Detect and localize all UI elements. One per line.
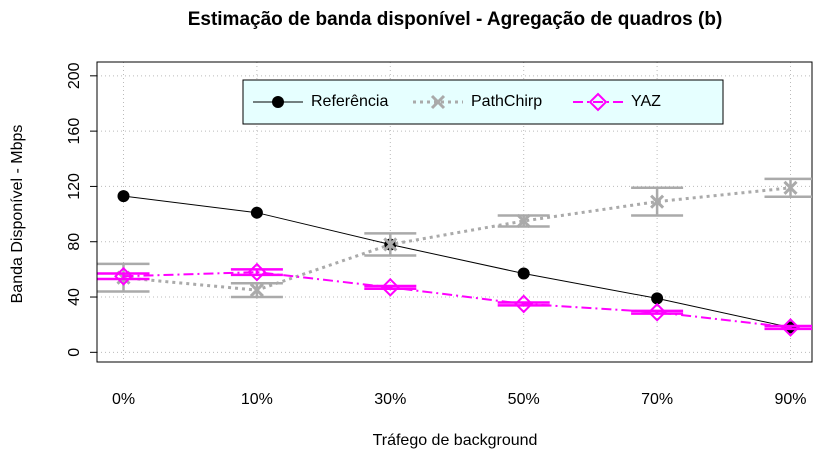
x-axis-label: Tráfego de background bbox=[373, 432, 538, 449]
point bbox=[651, 292, 664, 305]
x-tick-label: 30% bbox=[374, 391, 406, 408]
error-bar bbox=[497, 301, 550, 307]
point bbox=[647, 302, 667, 322]
y-tick-label: 120 bbox=[66, 173, 83, 200]
plot-frame bbox=[96, 61, 813, 363]
point bbox=[650, 194, 665, 209]
x-tick-label: 50% bbox=[508, 391, 540, 408]
point bbox=[588, 92, 608, 112]
error-bar bbox=[764, 324, 812, 331]
point bbox=[249, 283, 264, 298]
y-axis-label: Banda Disponível - Mbps bbox=[9, 125, 26, 304]
x-tick-label: 70% bbox=[641, 391, 673, 408]
error-bar bbox=[230, 268, 283, 277]
point bbox=[516, 213, 531, 229]
y-tick-label: 160 bbox=[66, 118, 83, 145]
series-line bbox=[123, 195, 791, 328]
point bbox=[383, 237, 398, 252]
plot-area bbox=[97, 177, 812, 337]
legend bbox=[242, 79, 724, 125]
error-bar bbox=[97, 272, 150, 281]
y-tick-label: 200 bbox=[66, 62, 83, 89]
legend-label: PathChirp bbox=[471, 93, 542, 110]
point bbox=[514, 294, 534, 314]
y-tick-label: 80 bbox=[66, 233, 83, 251]
point bbox=[517, 267, 530, 280]
error-bar bbox=[364, 284, 417, 290]
y-tick-label: 40 bbox=[66, 288, 83, 306]
legend-label: Referência bbox=[311, 93, 388, 110]
x-tick-label: 10% bbox=[241, 391, 273, 408]
error-bar bbox=[631, 309, 684, 315]
point bbox=[380, 277, 400, 297]
legend-label: YAZ bbox=[631, 93, 661, 110]
point bbox=[272, 96, 284, 108]
x-tick-label: 0% bbox=[112, 391, 135, 408]
series-line bbox=[123, 186, 791, 292]
point bbox=[250, 206, 263, 219]
point bbox=[430, 94, 446, 110]
point bbox=[247, 262, 267, 282]
x-tick-label: 90% bbox=[774, 391, 806, 408]
point bbox=[783, 180, 798, 195]
point bbox=[117, 190, 130, 203]
chart-title: Estimação de banda disponível - Agregaçã… bbox=[188, 9, 723, 30]
y-tick-label: 0 bbox=[66, 348, 83, 357]
point bbox=[114, 266, 133, 286]
series-line bbox=[123, 271, 791, 329]
point bbox=[781, 318, 800, 337]
